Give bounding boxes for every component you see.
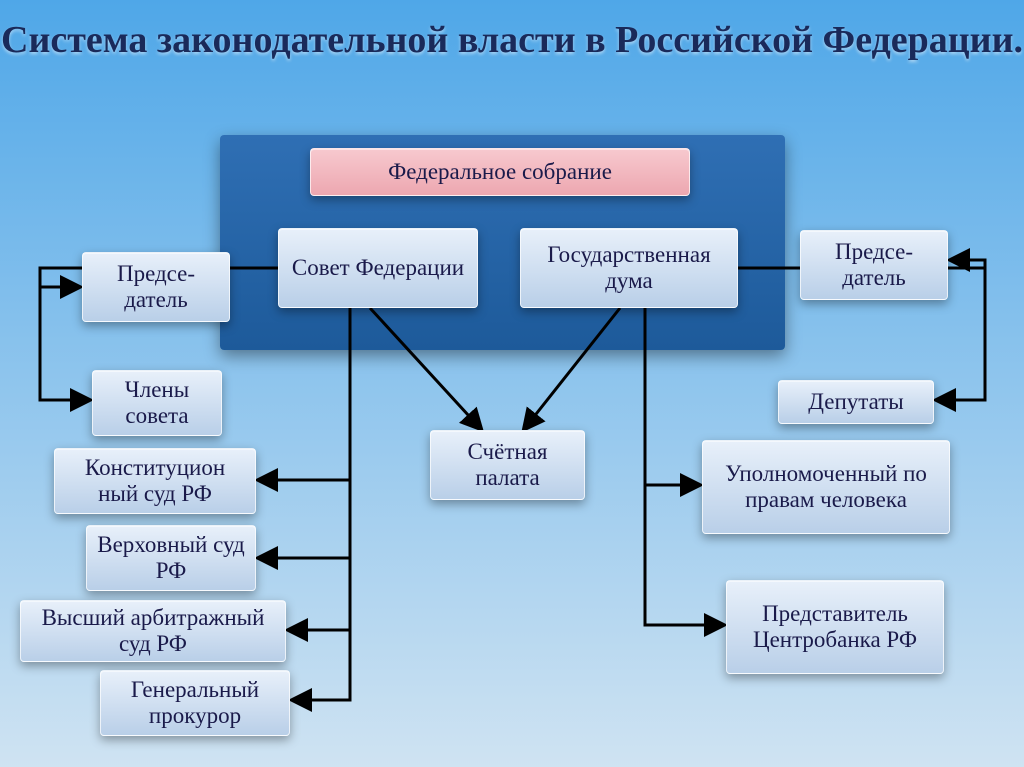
node-label: Совет Федерации [292, 255, 464, 281]
node-label: Федеральное собрание [388, 159, 612, 185]
node-federation-council: Совет Федерации [278, 228, 478, 308]
node-council-members: Члены совета [92, 370, 222, 436]
node-label: Депутаты [808, 389, 903, 415]
node-label: Члены совета [101, 377, 213, 430]
node-central-bank-rep: Представитель Центробанка РФ [726, 580, 944, 674]
node-label: Уполномоченный по правам человека [711, 461, 941, 514]
node-chairman-left: Предсе-датель [82, 252, 230, 322]
node-deputies: Депутаты [778, 380, 934, 424]
node-label: Предсе-датель [117, 261, 195, 314]
node-label: Государственная дума [529, 242, 729, 295]
node-label: Предсе-датель [835, 239, 913, 292]
node-label: Конституционный суд РФ [85, 455, 225, 508]
node-label: Генеральный прокурор [109, 677, 281, 730]
node-arbitration-court: Высший арбитражный суд РФ [20, 600, 286, 662]
node-state-duma: Государственная дума [520, 228, 738, 308]
node-label: Счётная палата [439, 439, 576, 492]
node-prosecutor-general: Генеральный прокурор [100, 670, 290, 736]
node-constitutional-court: Конституционный суд РФ [54, 448, 256, 514]
node-label: Верховный суд РФ [95, 532, 247, 585]
node-accounts-chamber: Счётная палата [430, 430, 585, 500]
node-label: Высший арбитражный суд РФ [29, 605, 277, 658]
node-label: Представитель Центробанка РФ [735, 601, 935, 654]
node-federal-assembly: Федеральное собрание [310, 148, 690, 196]
node-ombudsman: Уполномоченный по правам человека [702, 440, 950, 534]
node-chairman-right: Предсе-датель [800, 230, 948, 300]
diagram-title: Система законодательной власти в Российс… [0, 18, 1024, 62]
node-supreme-court: Верховный суд РФ [86, 525, 256, 591]
